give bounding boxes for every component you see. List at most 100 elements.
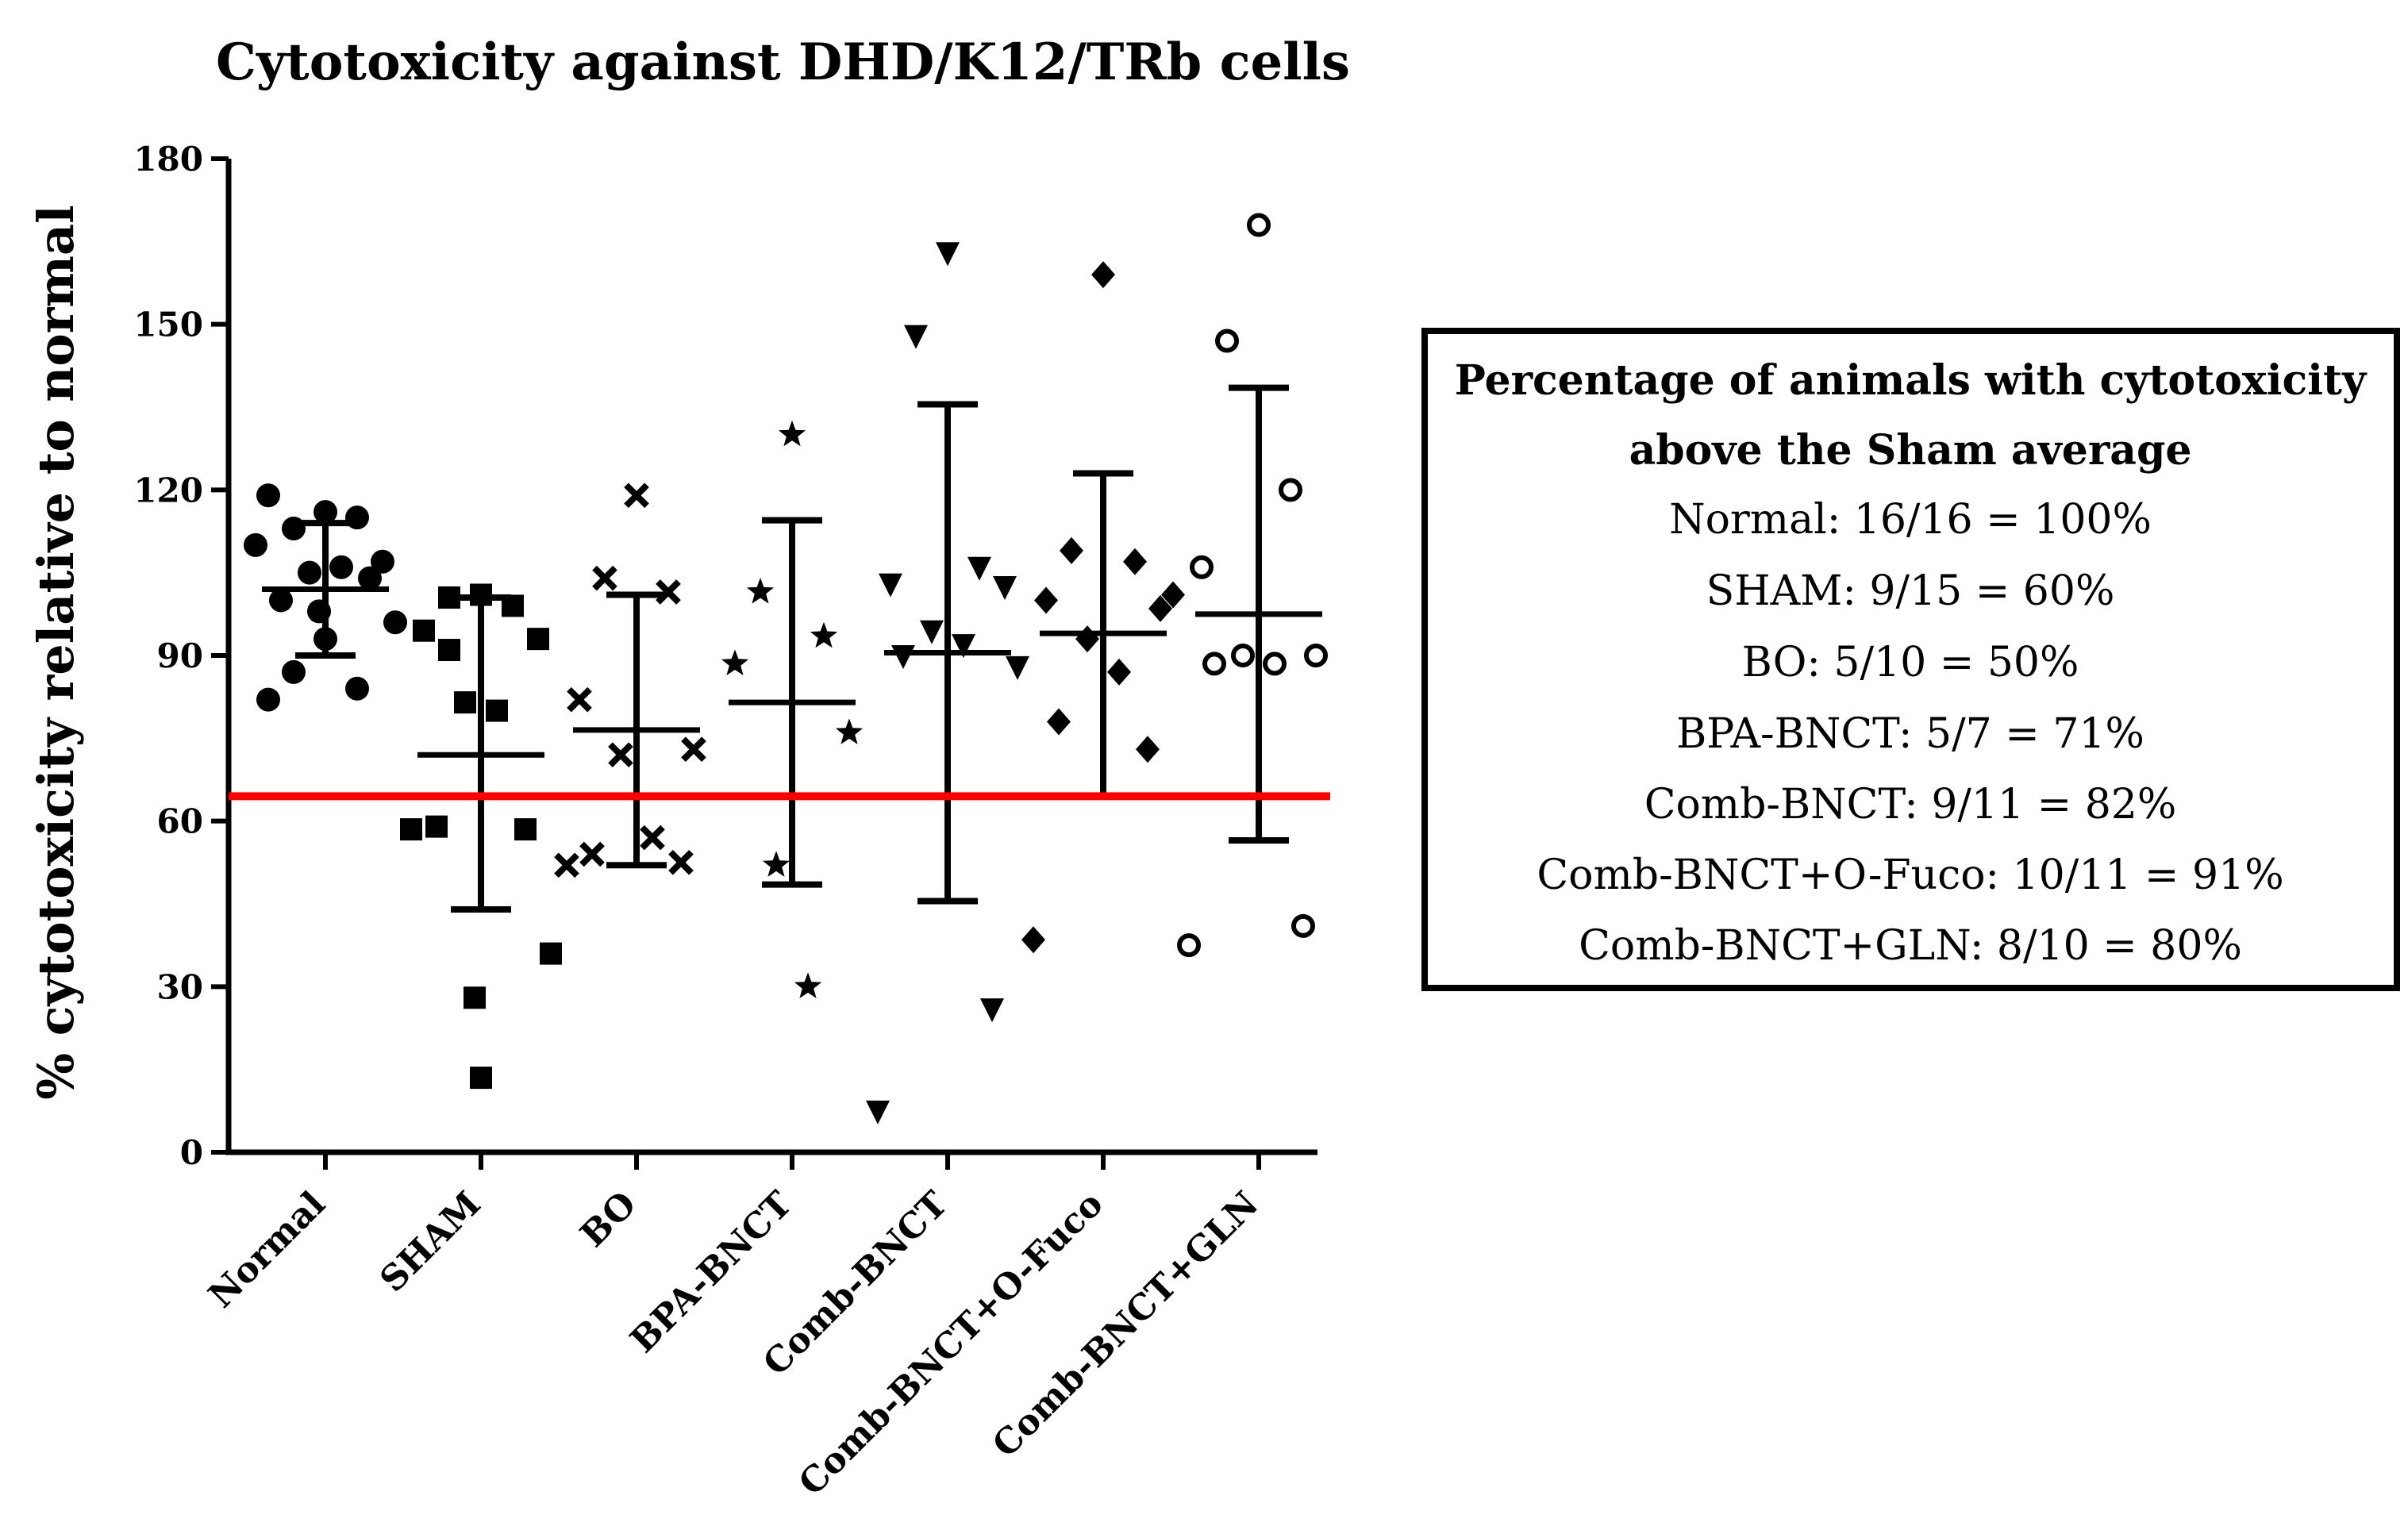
data-point: [314, 500, 337, 525]
data-point: [936, 242, 960, 267]
data-point: [1161, 581, 1185, 609]
data-point: [967, 556, 991, 581]
data-point: [1091, 261, 1115, 289]
data-point: [980, 998, 1004, 1023]
annotation-line-bpa-bnct: BPA-BNCT: 5/7 = 71%: [1676, 710, 2145, 758]
error-bar-normal: [262, 520, 389, 659]
y-tick-label: 0: [180, 1133, 203, 1172]
group-comb-bnct: [866, 242, 1029, 1124]
annotation-line-sham: SHAM: 9/15 = 60%: [1706, 567, 2115, 615]
data-point: [438, 639, 460, 662]
annotation-heading-line1: Percentage of animals with cytotoxicity: [1455, 356, 2368, 405]
data-point: [1190, 555, 1214, 579]
y-tick-label: 180: [133, 140, 203, 179]
y-tick-label: 90: [157, 636, 203, 675]
data-point: [1006, 655, 1029, 680]
x-tick-label-bpa-bnct: BPA-BNCT: [623, 1184, 800, 1361]
annotation-box: Percentage of animals with cytotoxicity …: [1421, 328, 2400, 991]
x-tick-label-comb-bnct-gln: Comb-BNCT+GLN: [985, 1184, 1267, 1466]
data-point: [1123, 548, 1147, 575]
data-point: [1202, 652, 1226, 676]
annotation-line-normal: Normal: 16/16 = 100%: [1669, 496, 2152, 544]
data-point: [554, 852, 579, 878]
error-bar-bo: [573, 591, 700, 869]
error-bar-comb-bnct: [884, 401, 1011, 905]
data-point: [540, 942, 562, 965]
y-tick-label: 150: [133, 306, 203, 344]
annotation-box-frame: [1421, 328, 2400, 991]
data-point: [454, 691, 476, 714]
group-comb-bnct-gln: [1177, 213, 1328, 958]
data-point: [1107, 658, 1131, 686]
data-point: [1021, 926, 1045, 954]
y-axis-label: % cytotoxicity relative to normal: [27, 205, 85, 1099]
data-point: [656, 579, 681, 605]
data-point: [358, 566, 382, 590]
error-bar-comb-bnct-gln: [1195, 384, 1322, 844]
data-point: [1291, 913, 1315, 938]
data-point: [298, 560, 321, 585]
y-tick-label: 30: [157, 967, 203, 1006]
data-point: [527, 628, 549, 651]
data-point: [624, 482, 649, 509]
data-point: [244, 532, 267, 557]
data-point: [514, 818, 537, 841]
data-point: [256, 687, 280, 712]
data-point: [256, 483, 280, 508]
annotation-line-comb-bnct: Comb-BNCT: 9/11 = 82%: [1644, 781, 2177, 828]
data-point: [464, 986, 486, 1009]
error-bar-sham: [417, 594, 544, 913]
data-point: [810, 621, 838, 648]
data-point: [640, 825, 665, 851]
data-point: [269, 588, 293, 613]
x-tick-label-comb-bnct-o-fuco: Comb-BNCT+O-Fuco: [791, 1184, 1111, 1504]
data-point: [993, 576, 1017, 601]
y-tick-label: 60: [157, 802, 203, 841]
data-point: [1279, 478, 1302, 502]
annotation-line-bo: BO: 5/10 = 50%: [1742, 639, 2079, 686]
data-point: [1215, 329, 1239, 353]
data-point: [383, 610, 407, 635]
data-point: [866, 1100, 890, 1124]
data-point: [486, 699, 508, 722]
data-point: [778, 420, 806, 447]
annotation-line-comb-bnct-gln: Comb-BNCT+GLN: 8/10 = 80%: [1579, 922, 2242, 970]
x-tick-label-sham: SHAM: [372, 1184, 489, 1301]
data-point: [1263, 652, 1287, 676]
data-point: [891, 645, 915, 669]
axes: [225, 159, 1317, 1155]
data-point: [413, 619, 435, 642]
data-point: [282, 659, 306, 684]
data-point: [1148, 594, 1172, 622]
data-point: [470, 1067, 492, 1090]
data-point: [904, 325, 928, 349]
data-point: [1247, 213, 1271, 237]
data-point: [608, 742, 633, 768]
data-point: [1034, 586, 1058, 614]
data-point: [579, 841, 605, 867]
y-tick-label: 120: [133, 471, 203, 509]
group-bpa-bnct: [721, 420, 864, 998]
data-point: [952, 634, 975, 659]
data-point: [879, 573, 902, 598]
data-point: [592, 565, 617, 591]
data-point: [1304, 644, 1328, 667]
x-tick-label-bo: BO: [573, 1184, 644, 1255]
data-point: [762, 851, 790, 877]
data-point: [425, 815, 448, 838]
data-point: [371, 549, 394, 574]
data-point: [400, 818, 422, 841]
group-bo: [554, 482, 706, 878]
data-points: [244, 213, 1328, 1124]
data-point: [345, 676, 369, 701]
data-point: [1075, 625, 1099, 653]
data-point: [1047, 708, 1071, 736]
data-point: [567, 686, 592, 713]
annotation-line-comb-bnct-o-fuco: Comb-BNCT+O-Fuco: 10/11 = 91%: [1537, 851, 2283, 899]
chart-title: Cytotoxicity against DHD/K12/TRb cells: [216, 33, 1350, 92]
annotation-heading-line2: above the Sham average: [1629, 426, 2192, 475]
error-bar-bpa-bnct: [729, 517, 856, 888]
data-point: [721, 649, 749, 675]
y-ticks: 0 30 60 90 120 150 180: [133, 140, 229, 1172]
